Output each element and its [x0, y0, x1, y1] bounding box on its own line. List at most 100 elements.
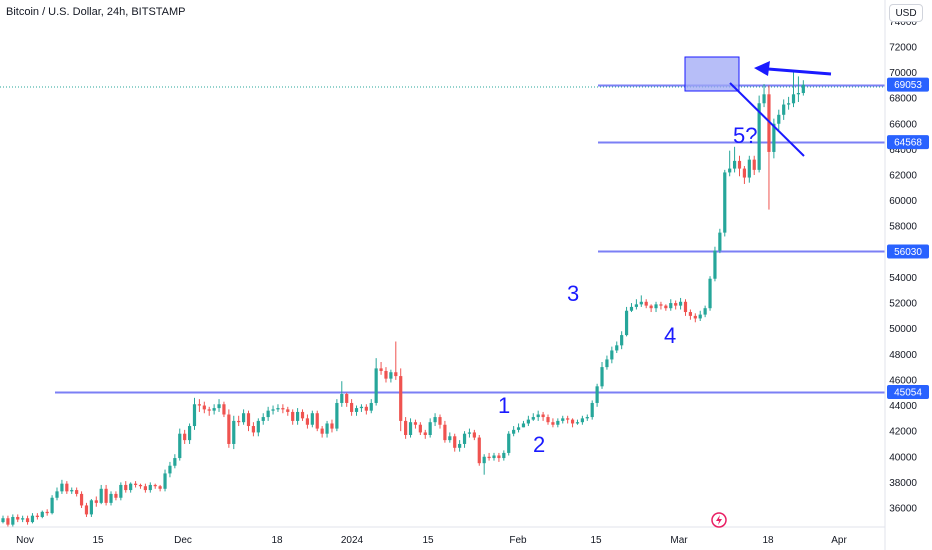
- candle-body: [782, 104, 786, 115]
- candle-body: [389, 372, 393, 379]
- candle-body: [133, 483, 138, 485]
- candle-body: [575, 422, 580, 424]
- candle-body: [310, 413, 314, 425]
- candle-body: [222, 404, 226, 415]
- candle: [580, 415, 584, 425]
- candle-body: [114, 493, 118, 498]
- candle: [423, 429, 427, 439]
- candle-body: [325, 423, 329, 434]
- price-label: 69053: [894, 80, 922, 91]
- candle-body: [693, 315, 697, 319]
- candle: [718, 228, 722, 254]
- price-label-bg: [887, 244, 929, 259]
- candle-body: [556, 420, 560, 425]
- candle: [60, 479, 64, 494]
- candle-body: [129, 483, 133, 491]
- candle-body: [173, 458, 177, 466]
- candle: [634, 299, 638, 310]
- candle: [50, 495, 54, 515]
- candle: [521, 420, 526, 428]
- x-tick-label: 18: [762, 535, 774, 546]
- candle: [138, 483, 143, 489]
- candle-body: [757, 103, 761, 170]
- annotations: 1 2 3 4 5?: [498, 56, 832, 457]
- candle-body: [462, 433, 467, 444]
- candle-body: [801, 84, 805, 94]
- candle: [6, 515, 10, 528]
- candle-body: [497, 455, 501, 459]
- candle: [232, 415, 236, 450]
- y-tick-label: 74000: [889, 17, 917, 28]
- candle: [752, 155, 756, 175]
- candle-body: [305, 418, 310, 425]
- candle: [197, 399, 201, 412]
- price-label-bg: [887, 77, 929, 92]
- candle: [256, 418, 260, 437]
- candle: [620, 331, 624, 350]
- candle-body: [40, 511, 44, 517]
- candle-body: [84, 505, 89, 515]
- candle-body: [688, 312, 692, 316]
- wave-label-3: 3: [567, 281, 579, 306]
- candle-body: [11, 516, 15, 525]
- candle-body: [502, 452, 506, 459]
- currency-button[interactable]: USD: [889, 4, 923, 22]
- candle-body: [30, 515, 35, 523]
- candle: [217, 399, 221, 412]
- y-tick-label: 42000: [889, 427, 917, 438]
- candle-body: [60, 483, 64, 492]
- candle-body: [492, 455, 496, 459]
- wave-label-2: 2: [533, 432, 545, 457]
- y-tick-label: 54000: [889, 273, 917, 284]
- candle: [610, 346, 614, 364]
- candle: [153, 483, 157, 489]
- candle: [399, 368, 403, 432]
- candle: [30, 513, 35, 524]
- price-label-bg: [887, 135, 929, 150]
- x-tick-label: 18: [271, 535, 283, 546]
- candle: [241, 409, 246, 425]
- candle-body: [124, 484, 128, 491]
- candle: [757, 95, 761, 173]
- candle: [458, 440, 462, 452]
- candle-body: [708, 278, 712, 309]
- candle-body: [178, 433, 182, 459]
- y-tick-label: 62000: [889, 170, 917, 181]
- candle: [271, 405, 275, 415]
- candle-body: [443, 424, 447, 441]
- pointer-arrow-shaft: [767, 67, 832, 76]
- candle-body: [286, 409, 290, 412]
- candle-body: [374, 368, 378, 403]
- candle: [354, 405, 359, 416]
- candle-body: [713, 250, 717, 279]
- candle: [99, 484, 103, 505]
- price-labels: 69053 64568 56030 45054: [887, 77, 929, 400]
- chart-title: Bitcoin / U.S. Dollar, 24h, BITSTAMP: [6, 6, 186, 18]
- candle: [502, 450, 506, 461]
- x-tick-label: 15: [422, 535, 434, 546]
- candle: [163, 469, 167, 492]
- lightning-icon[interactable]: [711, 512, 727, 528]
- candle-body: [512, 429, 516, 434]
- candle: [629, 303, 634, 313]
- candle: [212, 404, 216, 415]
- candle-body: [737, 160, 742, 169]
- candle: [345, 392, 349, 407]
- candle-body: [183, 433, 187, 441]
- candle: [487, 452, 491, 461]
- candle-body: [320, 428, 324, 434]
- candle: [291, 409, 295, 425]
- candle: [114, 491, 118, 501]
- candle: [158, 484, 162, 492]
- candle-body: [551, 422, 555, 425]
- candle-body: [521, 423, 526, 428]
- candle-body: [526, 419, 530, 424]
- y-tick-label: 44000: [889, 401, 917, 412]
- candle-body: [747, 159, 751, 178]
- candle: [404, 417, 408, 439]
- price-label: 45054: [894, 388, 922, 399]
- candle: [379, 361, 383, 375]
- candle: [192, 397, 197, 430]
- candle-body: [187, 426, 192, 441]
